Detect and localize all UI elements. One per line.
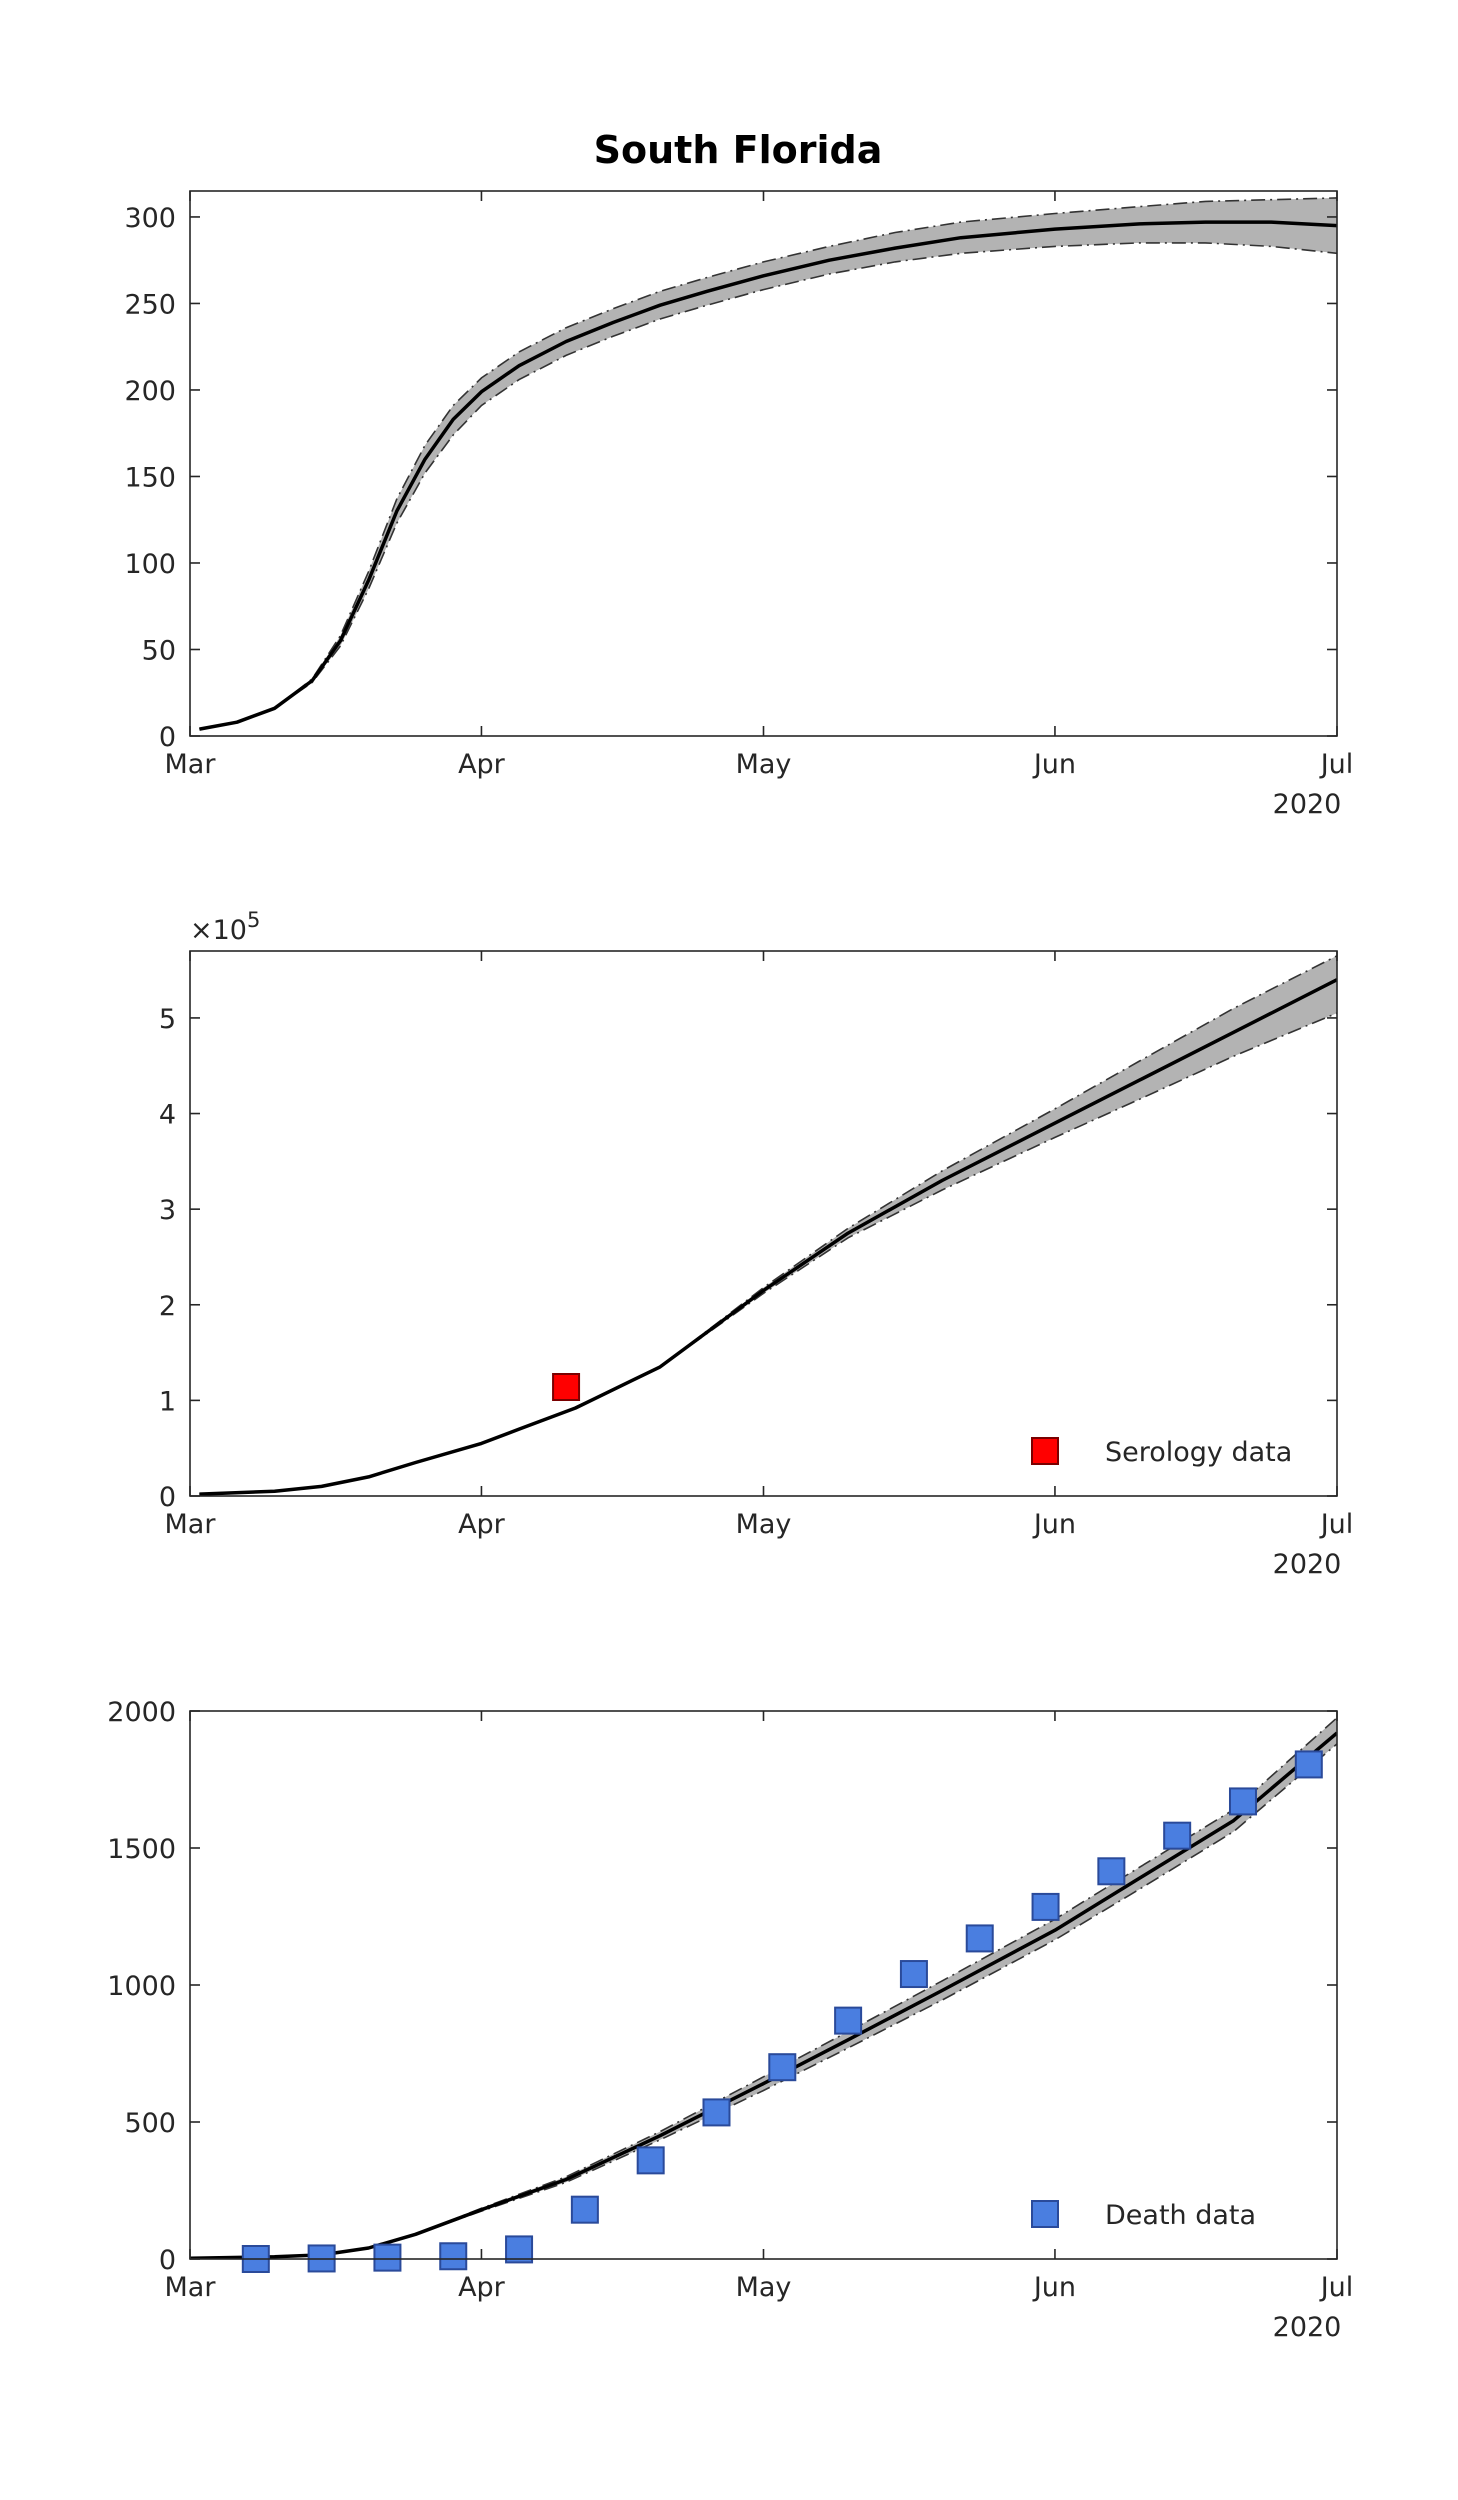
y-exponent-label: ×105 (190, 908, 260, 946)
data-point (1228, 1787, 1257, 1816)
x-year-label: 2020 (1273, 2312, 1342, 2343)
chart-panel-3: Mar Apr May Jun Jul 2020 0 500 1000 1500 2000 Death… (107, 1697, 1353, 2343)
data-point (834, 2006, 863, 2035)
series-line (199, 978, 1337, 1496)
data-point (768, 2053, 797, 2082)
legend-marker (1031, 1437, 1059, 1465)
x-tick-label: Mar (165, 749, 217, 780)
legend: Death data (1031, 2200, 1256, 2231)
x-tick-label: Mar (165, 1509, 217, 1540)
upper-bound-line (190, 1717, 1337, 2259)
panels: Mar Apr May Jun Jul2020050100150200250300Mar… (107, 190, 1354, 2343)
lower-bound-line (199, 242, 1337, 730)
data-point (552, 1373, 581, 1401)
x-year-label: 2020 (1273, 1549, 1342, 1580)
y-tick-label: 50 (142, 635, 176, 666)
data-point (1097, 1857, 1126, 1886)
upper-bound-line (199, 955, 1337, 1495)
axes-frame (189, 950, 1338, 1497)
figure-title: South Florida (594, 128, 883, 172)
data-point (1031, 1892, 1060, 1921)
x-tick-label: Apr (458, 2272, 506, 2303)
legend-label: Death data (1105, 2200, 1256, 2231)
confidence-band (199, 955, 1337, 1495)
chart-panel-1: Mar Apr May Jun Jul 2020 0 50 100 150 200 250 300 (124, 190, 1354, 820)
data-point (505, 2235, 534, 2264)
y-tick-label: 150 (124, 462, 176, 493)
legend: Serology data (1031, 1437, 1292, 1468)
x-year-label: 2020 (1273, 789, 1342, 820)
x-tick-label: Apr (458, 1509, 506, 1540)
data-point (636, 2146, 665, 2175)
x-tick-label: Jul (1319, 749, 1354, 780)
data-point (1294, 1750, 1323, 1779)
y-tick-label: 300 (124, 203, 176, 234)
y-tick-label: 4 (159, 1100, 176, 1131)
y-tick-label: 0 (159, 2245, 176, 2276)
x-tick-label: Jun (1032, 1509, 1076, 1540)
confidence-band (190, 1717, 1337, 2259)
upper-bound-line (199, 197, 1337, 730)
x-tick-label: Mar (165, 2272, 217, 2303)
data-point (1163, 1821, 1192, 1850)
series-line (199, 220, 1337, 731)
data-point (373, 2243, 402, 2272)
legend-label: Serology data (1105, 1437, 1292, 1468)
x-tick-label: Jul (1319, 1509, 1354, 1540)
y-tick-label: 250 (124, 289, 176, 320)
y-tick-label: 2000 (107, 1697, 176, 1728)
data-point (570, 2195, 599, 2224)
y-tick-label: 1000 (107, 1971, 176, 2002)
data-point (439, 2242, 468, 2271)
series-line (190, 1731, 1337, 2259)
data-point (899, 1960, 928, 1989)
y-tick-label: 3 (159, 1195, 176, 1226)
plot-area (199, 197, 1337, 731)
y-tick-label: 200 (124, 376, 176, 407)
chart-panel-2: Mar Apr May Jun Jul 2020 0 1 2 3 4 5 ×105 Serology da… (159, 908, 1353, 1580)
plot-area (190, 1717, 1337, 2259)
y-tick-label: 1 (159, 1386, 176, 1417)
data-point (702, 2098, 731, 2127)
confidence-band (199, 197, 1337, 730)
y-tick-label: 2 (159, 1291, 176, 1322)
data-point (965, 1924, 994, 1953)
y-tick-label: 0 (159, 722, 176, 753)
y-tick-label: 100 (124, 549, 176, 580)
x-tick-label: May (736, 2272, 792, 2303)
x-tick-label: Jun (1032, 2272, 1076, 2303)
x-tick-label: Jul (1319, 2272, 1354, 2303)
x-tick-label: May (736, 749, 792, 780)
y-tick-label: 500 (124, 2108, 176, 2139)
legend-marker (1031, 2200, 1059, 2228)
x-tick-label: Jun (1032, 749, 1076, 780)
y-tick-label: 1500 (107, 1834, 176, 1865)
plot-area (199, 955, 1337, 1496)
axes-frame (189, 1710, 1338, 2260)
lower-bound-line (190, 1743, 1337, 2259)
x-tick-label: Apr (458, 749, 506, 780)
y-tick-label: 0 (159, 1482, 176, 1513)
x-tick-label: May (736, 1509, 792, 1540)
y-tick-label: 5 (159, 1004, 176, 1035)
